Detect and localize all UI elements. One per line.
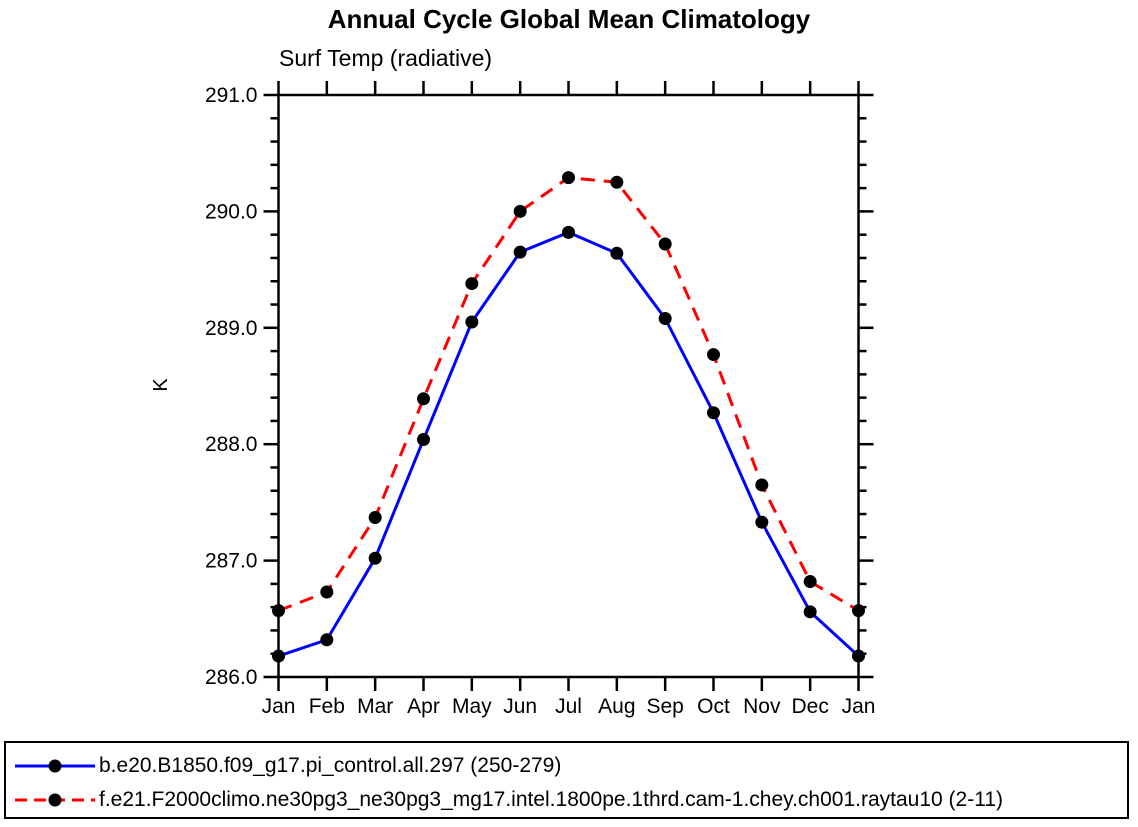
legend-label-1: f.e21.F2000climo.ne30pg3_ne30pg3_mg17.in… (99, 788, 1004, 811)
x-axis-ticks (277, 81, 860, 691)
data-point-marker (852, 604, 865, 618)
x-tick-label: Feb (309, 695, 345, 718)
legend-marker-icon (48, 793, 62, 807)
data-point-marker (658, 237, 672, 251)
data-point-marker (707, 348, 720, 362)
y-tick-label: 291.0 (205, 84, 258, 107)
data-point-marker (513, 204, 527, 218)
legend-marker-icon (48, 759, 62, 773)
data-point-marker (465, 277, 479, 291)
y-tick-label: 286.0 (205, 666, 258, 689)
data-point-marker (320, 585, 334, 599)
x-tick-label: May (452, 695, 492, 718)
data-point-marker (610, 175, 624, 189)
y-tick-label: 288.0 (205, 433, 258, 456)
x-tick-labels: Jan Feb Mar Apr May Jun Jul Aug Sep Oct Nov Dec Jan (262, 695, 876, 718)
x-tick-label: Nov (743, 695, 781, 718)
x-tick-label: Sep (646, 695, 683, 718)
legend-item-1: f.e21.F2000climo.ne30pg3_ne30pg3_mg17.in… (13, 788, 1004, 811)
data-point-marker (272, 604, 285, 618)
data-point-marker (755, 515, 769, 529)
x-tick-label: Jun (503, 695, 537, 718)
x-tick-label: Jul (555, 695, 582, 718)
y-axis-ticks (263, 93, 874, 679)
data-point-marker (368, 551, 382, 565)
data-point-marker (658, 311, 672, 325)
data-point-marker (272, 649, 285, 663)
data-point-marker (513, 245, 527, 259)
y-tick-labels: 286.0 287.0 288.0 289.0 290.0 291.0 (205, 84, 258, 689)
data-point-marker (417, 392, 430, 406)
data-point-marker (803, 575, 817, 589)
x-tick-label: Dec (791, 695, 828, 718)
data-point-marker (562, 225, 575, 239)
series-line-0 (278, 230, 860, 658)
legend: b.e20.B1850.f09_g17.pi_control.all.297 (… (4, 741, 1129, 819)
data-point-marker (755, 478, 769, 492)
chart-canvas: Jan Feb Mar Apr May Jun Jul Aug Sep Oct Nov Dec Jan2… (205, 81, 876, 718)
x-tick-label: Aug (598, 695, 635, 718)
data-point-marker (320, 633, 334, 647)
x-tick-label: Jan (262, 695, 296, 718)
chart-title: Annual Cycle Global Mean Climatology (327, 4, 811, 34)
data-point-marker (803, 605, 817, 619)
x-tick-label: Mar (357, 695, 393, 718)
series-markers-0 (272, 225, 865, 663)
series-line-1 (277, 176, 860, 613)
data-point-marker (417, 433, 430, 447)
y-tick-label: 287.0 (205, 550, 258, 573)
data-point-marker (610, 246, 624, 260)
data-point-marker (852, 649, 865, 663)
x-tick-label: Apr (407, 695, 440, 718)
series-markers-1 (272, 171, 865, 618)
legend-item-0: b.e20.B1850.f09_g17.pi_control.all.297 (… (13, 754, 562, 777)
x-tick-label: Oct (697, 695, 730, 718)
legend-line-sample-0 (15, 759, 95, 773)
data-point-marker (562, 171, 575, 185)
data-point-marker (368, 511, 382, 525)
y-tick-label: 289.0 (205, 317, 258, 340)
data-point-marker (707, 406, 720, 420)
data-point-marker (465, 315, 479, 329)
y-tick-label: 290.0 (205, 200, 258, 223)
legend-line-sample-1 (15, 793, 95, 807)
chart-subtitle: Surf Temp (radiative) (279, 45, 493, 71)
legend-label-0: b.e20.B1850.f09_g17.pi_control.all.297 (… (99, 754, 562, 777)
x-tick-label: Jan (842, 695, 876, 718)
